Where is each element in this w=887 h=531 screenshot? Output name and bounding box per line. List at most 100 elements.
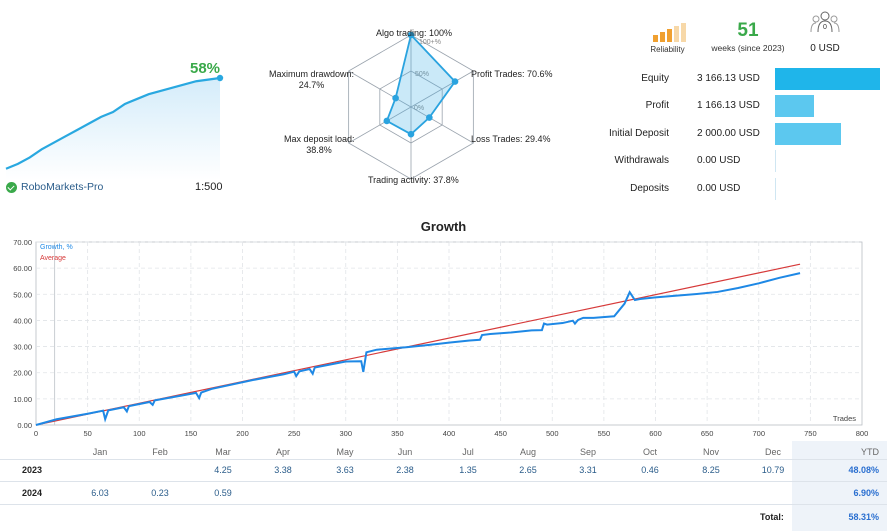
table-header-row: YTD Jan Feb Mar Apr May Jun Jul Aug Sep Oct Nov Dec: [0, 441, 887, 463]
month-header: Feb: [152, 447, 168, 457]
y-tick-label: 40.00: [13, 316, 32, 325]
month-header: Sep: [579, 447, 596, 457]
stat-bar: [775, 123, 842, 145]
radar-point: [392, 94, 399, 102]
x-tick-label: 150: [185, 429, 198, 438]
row-ytd: 48.08%: [848, 465, 879, 475]
month-value: 3.63: [336, 465, 354, 475]
x-tick-label: 0: [34, 429, 38, 438]
x-tick-label: 200: [236, 429, 249, 438]
month-value: 4.25: [214, 465, 232, 475]
month-header: Mar: [215, 447, 231, 457]
growth-chart[interactable]: 0.00 10.00 20.00 30.00 40.00 50.00 60.00 70.00 0…: [0, 232, 887, 442]
ytd-column-bg: [792, 441, 887, 531]
radar-label-drawdown: Maximum drawdown: 24.7%: [269, 69, 355, 90]
month-value: 8.25: [702, 465, 720, 475]
row-year: 2023: [22, 465, 43, 475]
ytd-header: YTD: [861, 447, 879, 457]
month-header: Jan: [92, 447, 108, 457]
radar-area: [385, 33, 457, 136]
row-year: 2024: [22, 488, 43, 498]
x-tick-label: 400: [443, 429, 456, 438]
y-tick-label: 70.00: [13, 238, 32, 247]
month-value: 1.35: [459, 465, 477, 475]
stat-value: 1 166.13 USD: [697, 100, 760, 111]
stat-row-deposits: Deposits 0.00 USD: [590, 178, 887, 200]
stat-label: Withdrawals: [614, 155, 669, 166]
month-value: 3.38: [274, 465, 292, 475]
stat-value: 0.00 USD: [697, 155, 741, 166]
growth-summary-card[interactable]: 58% RoboMarkets-Pro 1:500: [0, 0, 235, 200]
stat-label: Initial Deposit: [608, 128, 669, 139]
stat-label: Profit: [645, 100, 669, 111]
x-tick-label: 100: [133, 429, 146, 438]
y-tick-label: 20.00: [13, 369, 32, 378]
radar-point: [407, 130, 415, 138]
radar-svg: 100+% 50% 0%: [348, 31, 474, 180]
table-row: 2024 6.90% 6.03 0.23 0.59: [0, 482, 887, 504]
stat-value: 2 000.00 USD: [697, 128, 760, 139]
radar-label-activity: Trading activity: 37.8%: [368, 175, 459, 185]
sparkline-line: [5, 76, 221, 170]
x-tick-label: 800: [856, 429, 869, 438]
reliability-label: Reliability: [650, 45, 685, 54]
radar-ring-label: 0%: [414, 105, 424, 112]
radar-point: [451, 78, 459, 85]
divider: [0, 504, 887, 505]
sparkline-end-dot: [216, 74, 224, 82]
weeks-counter: 51 weeks (since 2023): [703, 20, 793, 53]
radar-label-profit: Profit Trades: 70.6%: [471, 69, 553, 79]
radar-spoke: [348, 70, 412, 108]
x-tick-label: 50: [83, 429, 91, 438]
stat-bar: [775, 95, 814, 117]
y-tick-label: 60.00: [13, 264, 32, 273]
radar-ring-label: 50%: [415, 71, 429, 78]
radar-point: [426, 114, 433, 121]
leverage-value: 1:500: [195, 181, 223, 193]
radar-point: [407, 31, 415, 39]
y-tick-label: 10.00: [13, 395, 32, 404]
broker-server[interactable]: RoboMarkets-Pro: [6, 181, 103, 193]
month-value: 0.46: [641, 465, 659, 475]
radar-label-deposit-load: Max deposit load: 38.8%: [284, 134, 355, 155]
reliability-indicator[interactable]: Reliability: [645, 20, 690, 54]
divider: [0, 459, 887, 460]
stat-value: 3 166.13 USD: [697, 73, 760, 84]
stat-value: 0.00 USD: [697, 183, 741, 194]
x-tick-label: 600: [649, 429, 662, 438]
chart-title: Growth: [420, 219, 467, 234]
radar-chart: 100+% 50% 0% Algo trading: 100% Profit Tra…: [250, 0, 580, 200]
weeks-label: weeks (since 2023): [711, 43, 785, 53]
stat-row-profit: Profit 1 166.13 USD: [590, 95, 887, 117]
stat-label: Equity: [641, 73, 669, 84]
y-tick-label: 30.00: [13, 343, 32, 352]
y-tick-label: 50.00: [13, 290, 32, 299]
month-header: May: [336, 447, 354, 457]
weeks-number: 51: [737, 20, 759, 41]
x-tick-label: 650: [701, 429, 714, 438]
x-tick-label: 700: [752, 429, 765, 438]
stat-bar: [775, 68, 880, 90]
radar-label-loss: Loss Trades: 29.4%: [471, 134, 551, 144]
series-line: [35, 272, 801, 426]
subscribers-block[interactable]: 0 0 USD: [804, 10, 846, 54]
table-row: 2023 48.08% 4.25 3.38 3.63 2.38 1.35 2.65 3.31…: [0, 459, 887, 481]
growth-percent: 58%: [190, 60, 221, 77]
broker-name: RoboMarkets-Pro: [21, 181, 104, 193]
month-value: 3.31: [579, 465, 597, 475]
month-value: 10.79: [761, 465, 785, 475]
month-header: Apr: [275, 447, 290, 457]
radar-spoke: [410, 70, 474, 108]
month-header: Jun: [397, 447, 413, 457]
month-header: Jul: [462, 447, 474, 457]
radar-label-algo: Algo trading: 100%: [376, 28, 453, 38]
svg-text:0: 0: [823, 24, 827, 31]
subscribers-icon: 0: [810, 11, 840, 33]
y-tick-label: 0.00: [17, 421, 32, 430]
stat-row-initial-deposit: Initial Deposit 2 000.00 USD: [590, 123, 887, 145]
legend-entry: Average: [40, 255, 66, 262]
month-header: Dec: [764, 447, 781, 457]
verified-check-icon: [6, 181, 17, 193]
month-value: 2.65: [519, 465, 537, 475]
total-label: Total:: [760, 512, 784, 522]
